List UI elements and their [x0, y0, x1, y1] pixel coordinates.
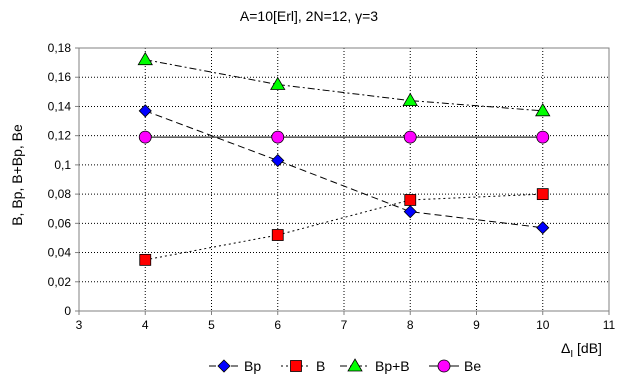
y-axis-title: B, Bp, B+Bp, Be — [9, 124, 25, 226]
y-tick-label: 0,14 — [48, 99, 72, 113]
chart-title: A=10[Erl], 2N=12, γ=3 — [240, 8, 378, 24]
legend-marker-bp-b — [347, 358, 363, 372]
legend-label-b: B — [316, 358, 325, 374]
grid — [79, 47, 609, 311]
legend-label-bp: Bp — [244, 358, 261, 374]
legend-item-bp-b: Bp+B — [340, 358, 410, 374]
legend-item-b: B — [281, 358, 325, 374]
y-tick-label: 0,08 — [48, 187, 72, 201]
y-tick-label: 0,1 — [54, 158, 71, 172]
y-tick-label: 0,02 — [48, 275, 72, 289]
data-point-b — [271, 229, 284, 241]
y-tick-label: 0 — [64, 304, 71, 318]
y-tick-label: 0,06 — [48, 216, 72, 230]
data-point-bp — [536, 221, 550, 235]
series-line-bp — [145, 110, 543, 229]
legend: Bp B Bp+B Be — [209, 358, 481, 374]
series-be — [138, 130, 550, 144]
y-tick-label: 0,04 — [48, 246, 72, 260]
legend-marker-be — [437, 359, 451, 373]
data-point-b — [536, 188, 549, 201]
x-axis-title: ΔI [dB] — [561, 340, 602, 360]
series-b — [139, 188, 549, 266]
x-tick-label: 10 — [536, 318, 550, 332]
x-axis-title-main: Δ — [561, 340, 570, 356]
legend-label-bp-b: Bp+B — [375, 358, 410, 374]
x-axis-title-unit: [dB] — [573, 340, 602, 356]
x-tick-label: 9 — [473, 318, 480, 332]
x-tick-label: 7 — [341, 318, 348, 332]
axes: 0 0,02 0,04 0,06 0,08 0,1 0,12 0,14 0,16 0,18 3 4 5 6… — [48, 41, 616, 332]
legend-label-be: Be — [464, 358, 481, 374]
legend-marker-b — [290, 360, 302, 372]
y-tick-label: 0,18 — [48, 41, 72, 55]
data-point-b — [139, 253, 152, 266]
legend-item-bp: Bp — [209, 358, 261, 374]
series-bp — [138, 104, 550, 235]
series-line-bp-b — [145, 59, 543, 112]
y-tick-label: 0,16 — [48, 70, 72, 84]
x-tick-label: 5 — [208, 318, 215, 332]
x-axis-title-sub: I — [570, 349, 573, 360]
data-point-bp-b — [137, 51, 153, 66]
data-point-bp-b — [270, 76, 286, 90]
x-tick-label: 6 — [274, 318, 281, 332]
data-point-be — [536, 130, 550, 144]
data-point-bp-b — [535, 103, 551, 117]
data-point-be — [403, 130, 417, 144]
legend-item-be: Be — [429, 358, 481, 374]
data-point-be — [271, 130, 285, 144]
legend-marker-bp — [217, 359, 231, 373]
data-point-b — [404, 194, 417, 206]
x-tick-label: 11 — [603, 318, 616, 332]
series-bp-b — [137, 51, 551, 117]
data-point-bp — [138, 104, 152, 118]
series-layer — [137, 51, 551, 266]
x-tick-label: 4 — [142, 318, 149, 332]
data-point-bp-b — [402, 92, 418, 106]
data-point-bp — [271, 153, 285, 168]
x-tick-label: 3 — [76, 318, 83, 332]
data-point-bp — [403, 205, 417, 219]
data-point-be — [138, 130, 152, 144]
x-tick-label: 8 — [407, 318, 414, 332]
y-tick-label: 0,12 — [48, 129, 72, 143]
